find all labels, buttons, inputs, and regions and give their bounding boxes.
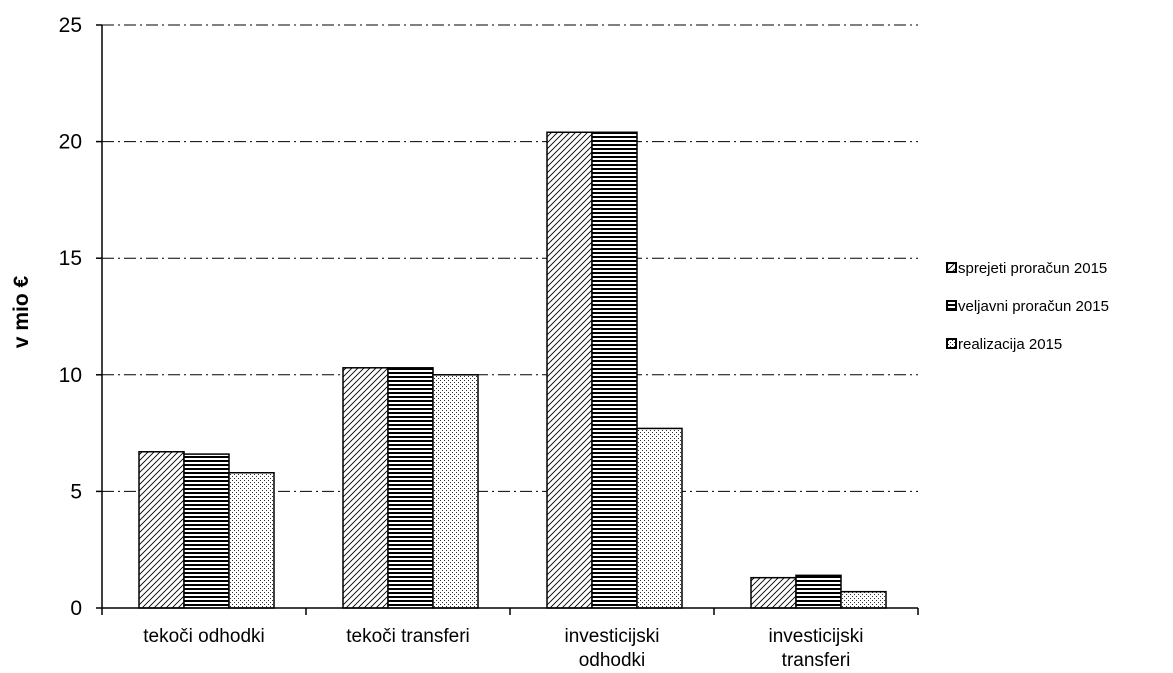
legend-swatch bbox=[946, 338, 957, 349]
y-tick-labels: 0 5 10 15 20 25 bbox=[59, 14, 82, 620]
bar-diagonal-hatch bbox=[546, 131, 593, 609]
bar-horizontal-lines bbox=[183, 453, 230, 609]
bar-diagonal-hatch bbox=[138, 451, 185, 609]
y-tick-label: 10 bbox=[59, 364, 82, 387]
bar-dots bbox=[840, 590, 887, 609]
y-tick-label: 15 bbox=[59, 247, 82, 270]
x-category-label: tekoči odhodki bbox=[143, 626, 264, 647]
y-tick-label: 25 bbox=[59, 14, 82, 37]
bars bbox=[138, 131, 887, 609]
x-category-label: odhodki bbox=[579, 650, 646, 671]
bar-diagonal-hatch bbox=[342, 367, 389, 609]
x-category-label: transferi bbox=[782, 650, 851, 671]
bar-dots bbox=[228, 471, 275, 609]
legend-swatch bbox=[946, 300, 957, 311]
gridlines bbox=[102, 24, 918, 492]
x-category-label: investicijski bbox=[564, 626, 659, 647]
bar-diagonal-hatch bbox=[750, 576, 797, 609]
bar-dots bbox=[636, 427, 683, 609]
y-tick-label: 0 bbox=[70, 597, 82, 620]
legend-swatch bbox=[946, 262, 957, 273]
bar-dots bbox=[432, 374, 479, 609]
y-tick-label: 20 bbox=[59, 131, 82, 154]
bar-horizontal-lines bbox=[387, 367, 434, 609]
legend-label: realizacija 2015 bbox=[958, 336, 1062, 353]
x-category-label: investicijski bbox=[768, 626, 863, 647]
legend-label: veljavni proračun 2015 bbox=[958, 298, 1109, 315]
legend-label: sprejeti proračun 2015 bbox=[958, 260, 1107, 277]
y-axis-label: v mio € bbox=[10, 276, 33, 349]
x-category-labels: tekoči odhodki tekoči transferi investicij… bbox=[143, 626, 863, 671]
x-category-label: tekoči transferi bbox=[346, 626, 470, 647]
bar-horizontal-lines bbox=[591, 131, 638, 609]
axes bbox=[96, 24, 919, 615]
y-tick-label: 5 bbox=[70, 480, 82, 503]
bar-horizontal-lines bbox=[795, 574, 842, 609]
legend: sprejeti proračun 2015 veljavni proračun … bbox=[946, 260, 1109, 353]
